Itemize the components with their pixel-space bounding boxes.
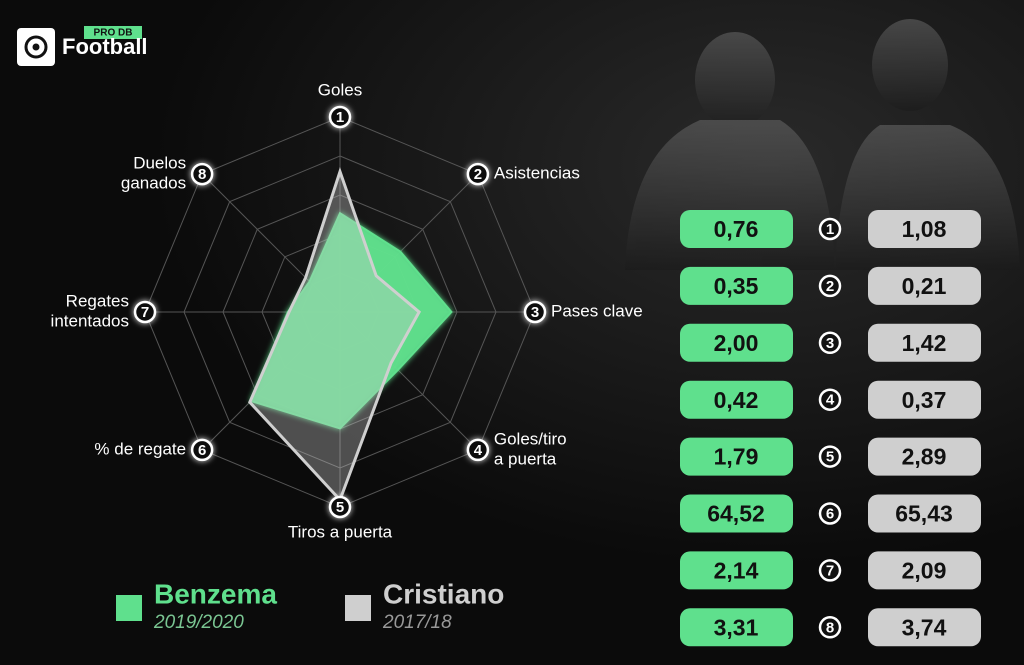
axis-label: ganados [121, 174, 186, 193]
axis-badge [133, 300, 157, 324]
value-label: 0,76 [714, 216, 759, 242]
axis-badge [328, 495, 352, 519]
axis-number: 8 [198, 166, 206, 183]
value-pill [868, 608, 981, 647]
axis-badge [190, 162, 214, 186]
value-pill [680, 551, 793, 590]
axis-label: Asistencias [494, 164, 580, 183]
row-badge [818, 274, 842, 298]
value-label: 0,42 [714, 387, 759, 413]
axis-number: 6 [198, 442, 206, 459]
value-pill [680, 494, 793, 533]
value-label: 65,43 [895, 501, 953, 527]
axis-label: Pases clave [551, 301, 643, 320]
logo: PRO DB Football [17, 26, 148, 66]
value-pill [680, 380, 793, 419]
row-badge [818, 331, 842, 355]
value-pill [680, 323, 793, 362]
legend-name: Benzema [154, 578, 277, 609]
value-pill [868, 494, 981, 533]
row-number: 8 [826, 619, 834, 636]
axis-badge [523, 300, 547, 324]
axis-badge [190, 438, 214, 462]
value-pill [868, 323, 981, 362]
axis-number: 2 [474, 166, 482, 183]
radar-area [249, 211, 453, 430]
value-label: 0,37 [902, 387, 947, 413]
value-pill [868, 380, 981, 419]
value-pill [680, 266, 793, 305]
value-label: 2,89 [902, 444, 947, 470]
row-number: 5 [826, 449, 834, 466]
axis-label: Regates [66, 291, 129, 310]
value-label: 1,79 [714, 444, 759, 470]
logo-badge: PRO DB [94, 28, 133, 39]
row-badge [818, 559, 842, 582]
value-pill [680, 210, 793, 248]
value-label: 0,35 [714, 273, 759, 299]
axis-number: 5 [336, 499, 344, 516]
row-badge [818, 502, 842, 525]
value-pill [868, 266, 981, 305]
legend-swatch [345, 595, 371, 621]
legend-season: 2019/2020 [153, 612, 244, 633]
value-pill [680, 437, 793, 476]
axis-badge [328, 105, 352, 129]
value-pill [868, 210, 981, 248]
row-badge [818, 217, 842, 241]
value-label: 3,31 [714, 614, 759, 640]
value-pill [868, 551, 981, 590]
row-badge [818, 616, 842, 639]
value-pill [868, 437, 981, 476]
legend-swatch [116, 595, 142, 621]
axis-badge [466, 438, 490, 462]
value-label: 2,09 [902, 557, 947, 583]
row-number: 6 [826, 505, 834, 522]
axis-number: 3 [531, 304, 539, 321]
value-pill [680, 608, 793, 647]
axis-label: Goles [318, 80, 362, 99]
value-label: 1,42 [902, 330, 947, 356]
axis-label: Tiros a puerta [288, 522, 393, 541]
value-label: 2,00 [714, 330, 759, 356]
axis-number: 4 [474, 442, 483, 459]
row-number: 7 [826, 562, 834, 579]
logo-name: Football [62, 34, 148, 59]
value-label: 0,21 [902, 273, 947, 299]
axis-label: Goles/tiro [494, 429, 567, 448]
row-number: 3 [826, 335, 834, 352]
axis-number: 1 [336, 109, 344, 126]
value-label: 64,52 [707, 501, 765, 527]
legend-name: Cristiano [383, 578, 504, 609]
row-number: 2 [826, 278, 834, 295]
value-label: 1,08 [902, 216, 947, 242]
axis-label: Duelos [133, 154, 186, 173]
row-badge [818, 445, 842, 468]
axis-label: intentados [51, 311, 129, 330]
axis-label: a puerta [494, 449, 557, 468]
axis-label: % de regate [94, 439, 186, 458]
value-label: 2,14 [714, 557, 759, 583]
row-number: 4 [826, 392, 835, 409]
row-badge [818, 388, 842, 411]
legend-season: 2017/18 [382, 612, 452, 633]
row-number: 1 [826, 221, 834, 238]
value-label: 3,74 [902, 614, 947, 640]
axis-number: 7 [141, 304, 149, 321]
axis-badge [466, 162, 490, 186]
